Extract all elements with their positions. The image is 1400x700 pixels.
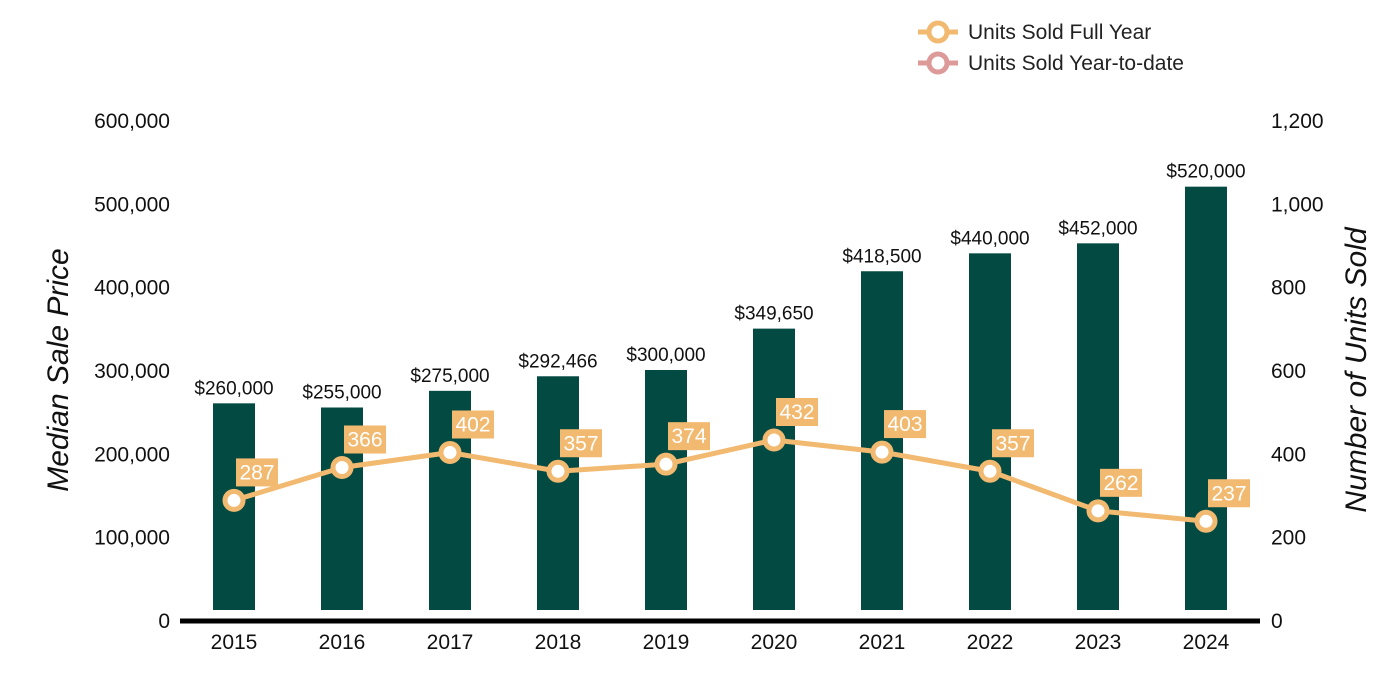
left-tick-label: 300,000 xyxy=(94,360,170,383)
bar xyxy=(1077,243,1119,611)
legend-item-units-full-year: Units Sold Full Year xyxy=(918,20,1151,44)
units-point-label-box xyxy=(236,458,278,487)
units-point-label: 357 xyxy=(995,432,1030,455)
x-tick-label: 2017 xyxy=(427,631,474,654)
left-tick-label: 500,000 xyxy=(94,193,170,216)
x-tick-label: 2023 xyxy=(1075,631,1122,654)
legend-label-ytd: Units Sold Year-to-date xyxy=(968,52,1184,75)
units-point-label-box xyxy=(776,398,818,426)
units-point-label: 402 xyxy=(455,414,490,437)
units-points xyxy=(222,428,1218,533)
units-point-label-box xyxy=(884,410,926,439)
bar-value-label: $300,000 xyxy=(626,345,705,366)
units-point-label: 403 xyxy=(887,413,922,436)
units-point-label-box xyxy=(668,422,710,451)
legend-item-units-ytd: Units Sold Year-to-date xyxy=(918,51,1184,75)
x-tick-label: 2024 xyxy=(1183,631,1230,654)
bar-value-label: $255,000 xyxy=(302,383,381,404)
units-point-label: 262 xyxy=(1103,472,1138,495)
x-tick-label: 2022 xyxy=(967,631,1014,654)
units-point-label: 287 xyxy=(239,461,274,484)
bar-value-label: $260,000 xyxy=(194,378,273,399)
units-line xyxy=(233,437,1207,524)
units-point-label-box xyxy=(1100,468,1142,497)
bar-value-label: $440,000 xyxy=(950,228,1029,249)
bar-labels: $260,000 $255,000 $275,000 $292,466 $300,000… xyxy=(194,162,1245,404)
units-point-label: 374 xyxy=(671,425,706,448)
left-tick-label: 600,000 xyxy=(94,110,170,133)
left-tick-label: 0 xyxy=(158,610,170,633)
bar-value-label: $292,466 xyxy=(518,351,597,372)
legend-label-full-year: Units Sold Full Year xyxy=(968,21,1151,44)
right-tick-label: 800 xyxy=(1271,277,1306,300)
units-point-label-box xyxy=(452,410,494,439)
units-point-label: 432 xyxy=(779,401,814,424)
x-tick-label: 2019 xyxy=(643,631,690,654)
units-point xyxy=(654,452,678,476)
x-axis-ticks: 2015 2016 2017 2018 2019 2020 2021 2022 2023 2024 xyxy=(211,631,1230,654)
x-tick-label: 2016 xyxy=(319,631,366,654)
right-tick-label: 1,000 xyxy=(1271,193,1324,216)
units-point-label-box xyxy=(992,429,1034,458)
units-point xyxy=(438,441,462,464)
units-point xyxy=(1086,499,1110,523)
right-axis-title: Number of Units Sold xyxy=(1340,226,1373,512)
bar-value-label: $275,000 xyxy=(410,366,489,387)
units-point-labels: 287 366 402 357 374 432 403 357 262 237 xyxy=(236,398,1250,508)
x-tick-label: 2018 xyxy=(535,631,582,654)
bar xyxy=(537,376,579,610)
legend-marker-full-year xyxy=(926,20,950,44)
units-point xyxy=(1194,509,1218,533)
units-line-series xyxy=(233,437,1207,524)
bar xyxy=(753,328,795,610)
x-tick-label: 2021 xyxy=(859,631,906,654)
units-point xyxy=(978,459,1002,483)
left-axis-title: Median Sale Price xyxy=(42,248,75,491)
right-axis-ticks: 0 200 400 600 800 1,000 1,200 xyxy=(1271,110,1324,633)
units-point xyxy=(546,459,570,483)
right-tick-label: 1,200 xyxy=(1271,110,1324,133)
bar xyxy=(1185,186,1227,610)
units-point-label-box xyxy=(560,429,602,458)
right-tick-label: 600 xyxy=(1271,360,1306,383)
units-point xyxy=(762,428,786,452)
units-point-label: 237 xyxy=(1211,482,1246,505)
units-point-label: 357 xyxy=(563,432,598,455)
left-tick-label: 100,000 xyxy=(94,527,170,550)
x-tick-label: 2015 xyxy=(211,631,258,654)
bar xyxy=(645,370,687,610)
left-tick-label: 400,000 xyxy=(94,277,170,300)
right-tick-label: 0 xyxy=(1271,610,1283,633)
right-tick-label: 400 xyxy=(1271,443,1306,466)
bar-value-label: $520,000 xyxy=(1166,162,1245,183)
units-point xyxy=(222,488,246,512)
right-tick-label: 200 xyxy=(1271,527,1306,550)
units-point xyxy=(870,440,894,464)
left-axis-ticks: 0 100,000 200,000 300,000 400,000 500,000 600,… xyxy=(94,110,170,633)
units-point-label-box xyxy=(344,425,386,454)
left-tick-label: 200,000 xyxy=(94,443,170,466)
x-tick-label: 2020 xyxy=(751,631,798,654)
bar-value-label: $349,650 xyxy=(734,304,813,325)
units-point-label: 366 xyxy=(347,429,382,452)
legend-marker-ytd xyxy=(926,51,950,75)
bar-value-label: $418,500 xyxy=(842,246,921,267)
legend: Units Sold Full Year Units Sold Year-to-… xyxy=(918,20,1184,75)
units-point xyxy=(330,456,354,479)
units-point-label-box xyxy=(1208,479,1250,508)
bar-value-label: $452,000 xyxy=(1058,218,1137,239)
